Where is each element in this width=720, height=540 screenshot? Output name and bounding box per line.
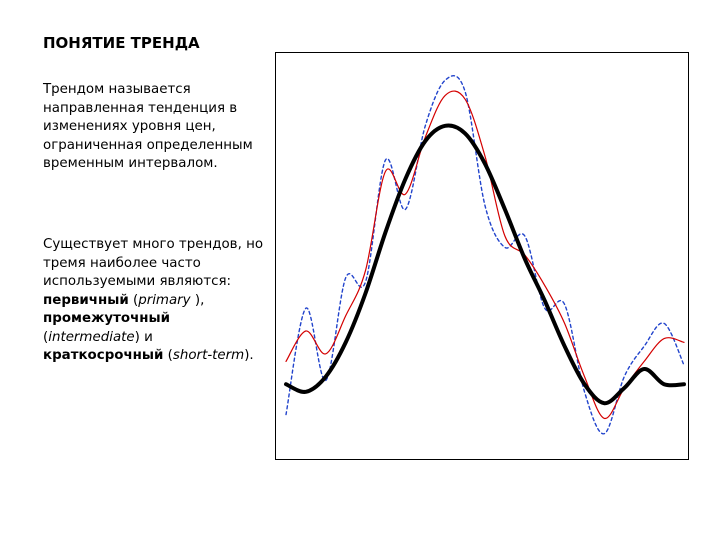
term-short-term-en: short-term bbox=[172, 348, 245, 363]
definition-text: Трендом называется направленная тенденци… bbox=[43, 82, 253, 171]
intermediate-trend-line bbox=[285, 90, 685, 419]
slide-title: ПОНЯТИЕ ТРЕНДА bbox=[43, 34, 200, 52]
trend-chart bbox=[284, 75, 686, 435]
trend-types-text: Существует много трендов, но тремя наибо… bbox=[43, 237, 264, 363]
definition-paragraph: Трендом называется направленная тенденци… bbox=[43, 81, 268, 174]
conjunction: и bbox=[144, 329, 153, 345]
primary-trend-line bbox=[284, 123, 686, 406]
trend-types-intro: Существует много трендов, но тремя наибо… bbox=[43, 237, 264, 289]
short-term-trend-line bbox=[285, 75, 685, 435]
term-short-term: краткосрочный bbox=[43, 348, 164, 363]
trend-chart-frame bbox=[275, 52, 689, 460]
term-primary-en: primary bbox=[138, 292, 191, 308]
trend-types-paragraph: Существует много трендов, но тремя наибо… bbox=[43, 236, 268, 366]
term-intermediate-en: intermediate bbox=[48, 329, 135, 345]
term-primary: первичный bbox=[43, 292, 129, 308]
term-intermediate: промежуточный bbox=[43, 311, 171, 326]
